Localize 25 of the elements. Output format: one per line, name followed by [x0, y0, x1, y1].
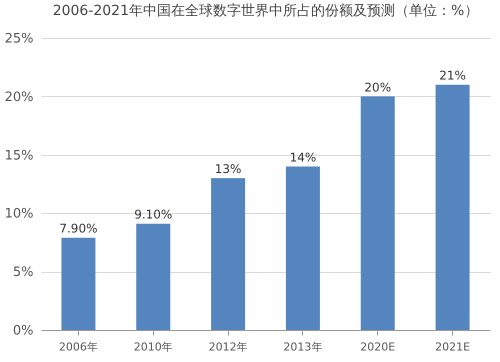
data-label: 14%	[290, 150, 316, 164]
bar	[136, 224, 170, 330]
data-label: 7.90%	[59, 222, 98, 236]
bar	[61, 238, 96, 330]
x-tick-label: 2013年	[283, 340, 322, 354]
bar	[436, 84, 470, 330]
x-tick-label: 2020E	[360, 340, 396, 354]
x-tick-label: 2006年	[58, 340, 98, 354]
y-tick-label: 25%	[4, 32, 34, 46]
x-tick-label: 2012年	[208, 340, 248, 354]
chart-title: 2006-2021年中国在全球数字世界中所占的份额及预测（单位：%）	[52, 3, 478, 19]
x-tick-label: 2010年	[134, 340, 173, 354]
x-tick-label: 2021E	[435, 340, 470, 354]
y-tick-label: 15%	[4, 148, 34, 164]
data-label: 9.10%	[134, 208, 172, 222]
data-label: 13%	[214, 162, 242, 176]
data-label: 21%	[439, 68, 466, 83]
y-tick-label: 20%	[4, 90, 34, 105]
y-tick-label: 0%	[12, 324, 34, 338]
bar	[360, 96, 395, 330]
y-tick-label: 5%	[12, 265, 34, 280]
bar	[211, 178, 246, 330]
y-tick-label: 10%	[4, 206, 34, 222]
data-label: 20%	[364, 80, 392, 94]
bar	[286, 166, 320, 330]
